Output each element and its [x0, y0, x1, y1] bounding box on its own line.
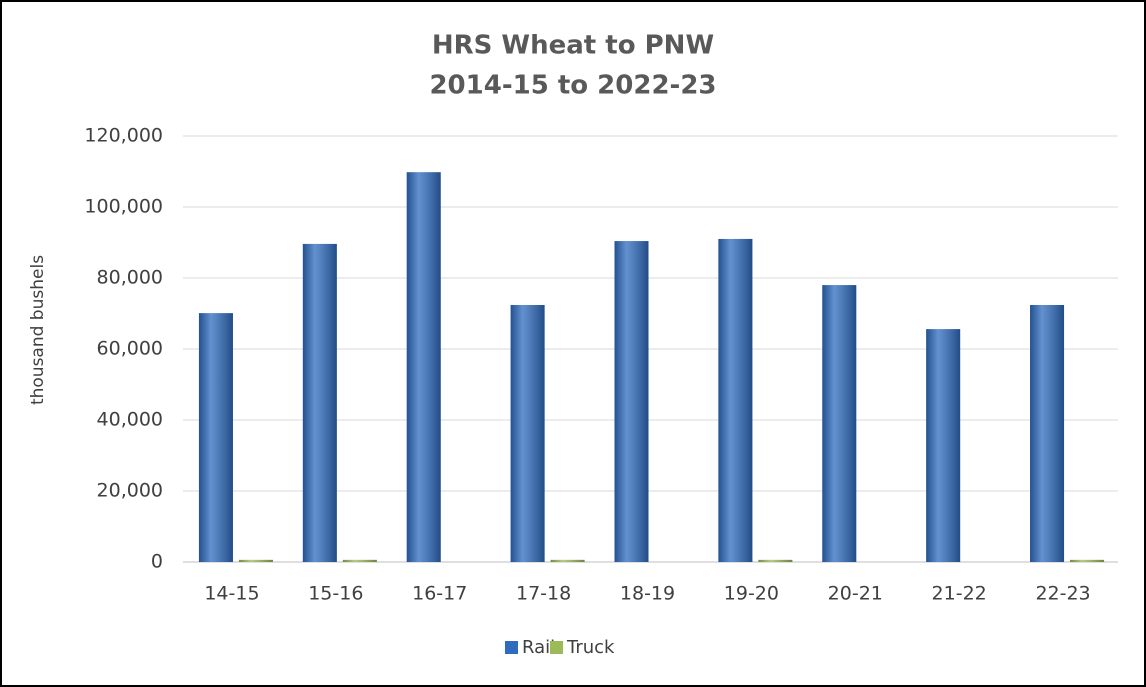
y-tick-label: 120,000 — [84, 125, 163, 147]
bar — [406, 172, 441, 562]
bar — [614, 241, 649, 562]
bar — [238, 559, 273, 562]
x-tick-label: 18-19 — [620, 583, 675, 605]
bar — [550, 559, 585, 562]
legend-label: Truck — [566, 637, 615, 658]
bar — [926, 329, 961, 562]
y-tick-label: 20,000 — [97, 480, 163, 502]
bar — [198, 313, 233, 562]
y-tick-label: 0 — [151, 551, 163, 573]
y-tick-label: 60,000 — [97, 338, 163, 360]
bar — [302, 243, 337, 563]
x-tick-label: 15-16 — [308, 583, 363, 605]
legend-swatch — [505, 641, 518, 654]
y-tick-label: 40,000 — [97, 409, 163, 431]
bar — [718, 238, 753, 562]
y-tick-label: 100,000 — [84, 196, 163, 218]
x-tick-label: 14-15 — [204, 583, 259, 605]
x-tick-label: 19-20 — [724, 583, 779, 605]
x-tick-label: 22-23 — [1035, 583, 1090, 605]
x-tick-label: 16-17 — [412, 583, 467, 605]
bar — [1030, 304, 1065, 562]
x-tick-label: 20-21 — [828, 583, 883, 605]
x-tick-label: 21-22 — [932, 583, 987, 605]
bar — [822, 285, 857, 562]
legend-swatch — [550, 641, 563, 654]
bar — [1070, 559, 1105, 562]
legend-label: Rail — [522, 637, 555, 658]
chart-subtitle: 2014-15 to 2022-23 — [429, 71, 716, 101]
bar — [342, 559, 377, 562]
bar — [510, 304, 545, 562]
y-axis-label: thousand bushels — [28, 255, 48, 405]
bar — [758, 559, 793, 562]
y-tick-label: 80,000 — [97, 267, 163, 289]
chart-title: HRS Wheat to PNW — [432, 31, 714, 61]
grid — [183, 135, 1118, 563]
x-tick-label: 17-18 — [516, 583, 571, 605]
